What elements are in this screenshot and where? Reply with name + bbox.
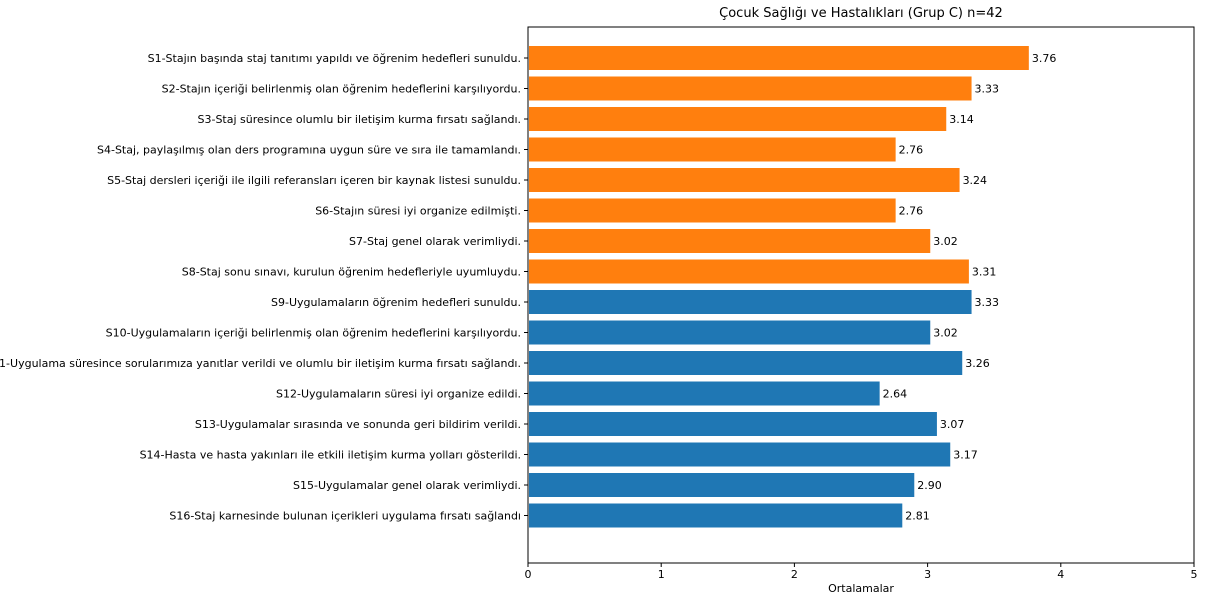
bar-11 <box>529 351 963 375</box>
bar-14 <box>529 442 951 467</box>
category-label-8: S8-Staj sonu sınavı, kurulun öğrenim hed… <box>182 266 521 279</box>
category-label-15: S15-Uygulamalar genel olarak verimliydi. <box>293 479 521 492</box>
bar-3 <box>529 107 947 131</box>
bar-4 <box>529 137 896 162</box>
value-label-11: 3.26 <box>965 357 990 370</box>
bar-15 <box>529 473 915 497</box>
bar-6 <box>529 198 896 223</box>
category-label-13: S13-Uygulamalar sırasında ve sonunda ger… <box>195 418 521 431</box>
chart-title: Çocuk Sağlığı ve Hastalıkları (Grup C) n… <box>719 6 1003 21</box>
category-label-5: S5-Staj dersleri içeriği ile ilgili refe… <box>107 174 521 187</box>
value-label-3: 3.14 <box>949 113 974 126</box>
bar-16 <box>529 503 903 528</box>
value-label-12: 2.64 <box>883 388 908 401</box>
value-label-15: 2.90 <box>917 479 942 492</box>
value-label-7: 3.02 <box>933 235 958 248</box>
category-labels-group: S1-Stajın başında staj tanıtımı yapıldı … <box>0 52 528 523</box>
bar-13 <box>529 412 937 436</box>
category-label-1: S1-Stajın başında staj tanıtımı yapıldı … <box>148 52 521 65</box>
x-tick-label: 2 <box>791 568 798 581</box>
value-label-10: 3.02 <box>933 327 958 340</box>
bar-7 <box>529 229 931 253</box>
category-label-6: S6-Stajın süresi iyi organize edilmişti. <box>315 205 521 218</box>
x-tick-label: 4 <box>1057 568 1064 581</box>
bar-2 <box>529 76 972 101</box>
value-labels-group: 3.76 3.33 3.14 2.76 3.24 2.76 3.02 3.31 3.33 3.02… <box>883 52 1057 523</box>
category-label-2: S2-Stajın içeriği belirlenmiş olan öğren… <box>162 83 521 96</box>
category-label-14: S14-Hasta ve hasta yakınları ile etkili … <box>140 449 521 462</box>
value-label-13: 3.07 <box>940 418 965 431</box>
category-label-12: S12-Uygulamaların süresi iyi organize ed… <box>276 388 521 401</box>
category-label-9: S9-Uygulamaların öğrenim hedefleri sunul… <box>271 296 521 309</box>
category-label-16: S16-Staj karnesinde bulunan içerikleri u… <box>169 510 521 523</box>
x-axis-ticks-group: 0 1 2 3 4 5 <box>525 563 1198 581</box>
bar-5 <box>529 168 960 192</box>
bars-group <box>529 46 1029 528</box>
value-label-4: 2.76 <box>899 144 924 157</box>
x-tick-label: 3 <box>924 568 931 581</box>
bar-1 <box>529 46 1029 70</box>
category-label-7: S7-Staj genel olarak verimliydi. <box>349 235 521 248</box>
bar-9 <box>529 290 972 314</box>
value-label-2: 3.33 <box>975 83 1000 96</box>
x-axis-label: Ortalamalar <box>828 582 894 595</box>
category-label-3: S3-Staj süresince olumlu bir iletişim ku… <box>198 113 522 126</box>
x-tick-label: 5 <box>1191 568 1198 581</box>
bar-10 <box>529 320 931 345</box>
value-label-6: 2.76 <box>899 205 924 218</box>
value-label-14: 3.17 <box>953 449 978 462</box>
value-label-1: 3.76 <box>1032 52 1057 65</box>
value-label-5: 3.24 <box>963 174 988 187</box>
category-label-4: S4-Staj, paylaşılmış olan ders programın… <box>97 144 521 157</box>
bar-12 <box>529 381 880 406</box>
value-label-16: 2.81 <box>905 510 930 523</box>
x-tick-label: 1 <box>658 568 665 581</box>
plot-frame <box>527 26 1195 564</box>
category-label-10: S10-Uygulamaların içeriği belirlenmiş ol… <box>106 327 521 340</box>
category-label-11: S11-Uygulama süresince sorularımıza yanı… <box>0 357 521 370</box>
bar-8 <box>529 259 969 284</box>
value-label-9: 3.33 <box>975 296 1000 309</box>
x-tick-label: 0 <box>525 568 532 581</box>
value-label-8: 3.31 <box>972 266 997 279</box>
